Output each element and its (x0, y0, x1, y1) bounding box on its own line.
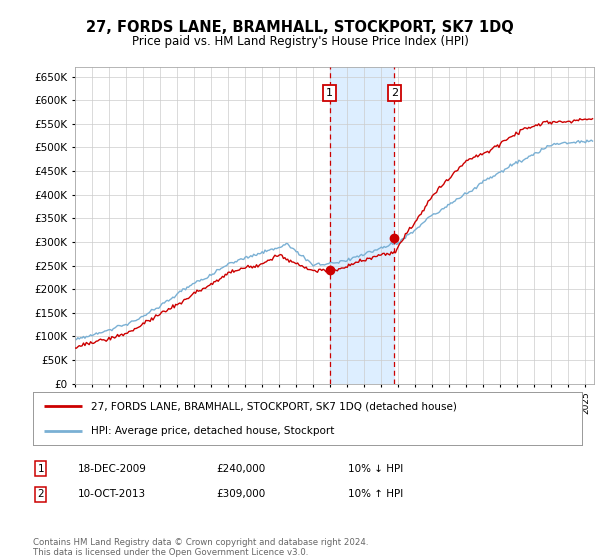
Text: 2: 2 (37, 489, 44, 500)
Bar (329, 67, 394, 384)
Text: 10% ↓ HPI: 10% ↓ HPI (348, 464, 403, 474)
Text: 10-OCT-2013: 10-OCT-2013 (78, 489, 146, 500)
Text: HPI: Average price, detached house, Stockport: HPI: Average price, detached house, Stoc… (91, 426, 334, 436)
Text: £240,000: £240,000 (216, 464, 265, 474)
Text: 27, FORDS LANE, BRAMHALL, STOCKPORT, SK7 1DQ: 27, FORDS LANE, BRAMHALL, STOCKPORT, SK7… (86, 20, 514, 35)
Text: 18-DEC-2009: 18-DEC-2009 (78, 464, 147, 474)
Text: £309,000: £309,000 (216, 489, 265, 500)
Text: 2: 2 (391, 88, 398, 98)
Text: Contains HM Land Registry data © Crown copyright and database right 2024.
This d: Contains HM Land Registry data © Crown c… (33, 538, 368, 557)
Text: 1: 1 (326, 88, 333, 98)
Text: 27, FORDS LANE, BRAMHALL, STOCKPORT, SK7 1DQ (detached house): 27, FORDS LANE, BRAMHALL, STOCKPORT, SK7… (91, 402, 457, 412)
Text: Price paid vs. HM Land Registry's House Price Index (HPI): Price paid vs. HM Land Registry's House … (131, 35, 469, 48)
Text: 1: 1 (37, 464, 44, 474)
Text: 10% ↑ HPI: 10% ↑ HPI (348, 489, 403, 500)
